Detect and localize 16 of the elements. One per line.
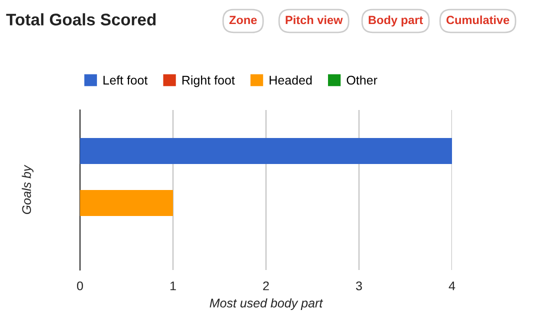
x-axis-title: Most used body part: [210, 298, 324, 310]
x-tick-label: 3: [356, 281, 362, 290]
x-tick-label: 0: [77, 281, 83, 290]
chart-title: Total Goals Scored: [6, 13, 156, 26]
text: Body part: [368, 16, 423, 26]
text: Zone: [229, 16, 257, 24]
x-tick-label: 2: [263, 281, 269, 290]
legend-label: Headed: [270, 75, 312, 85]
y-axis-title: Goals by: [22, 164, 34, 214]
text: Cumulative: [446, 16, 510, 24]
legend-label: Other: [346, 75, 378, 85]
legend-label: Left foot: [104, 75, 148, 85]
text: Pitch view: [286, 16, 343, 24]
x-tick-label: 4: [448, 282, 456, 290]
x-tick-label: 1: [170, 282, 176, 290]
legend-label: Right foot: [182, 75, 235, 88]
